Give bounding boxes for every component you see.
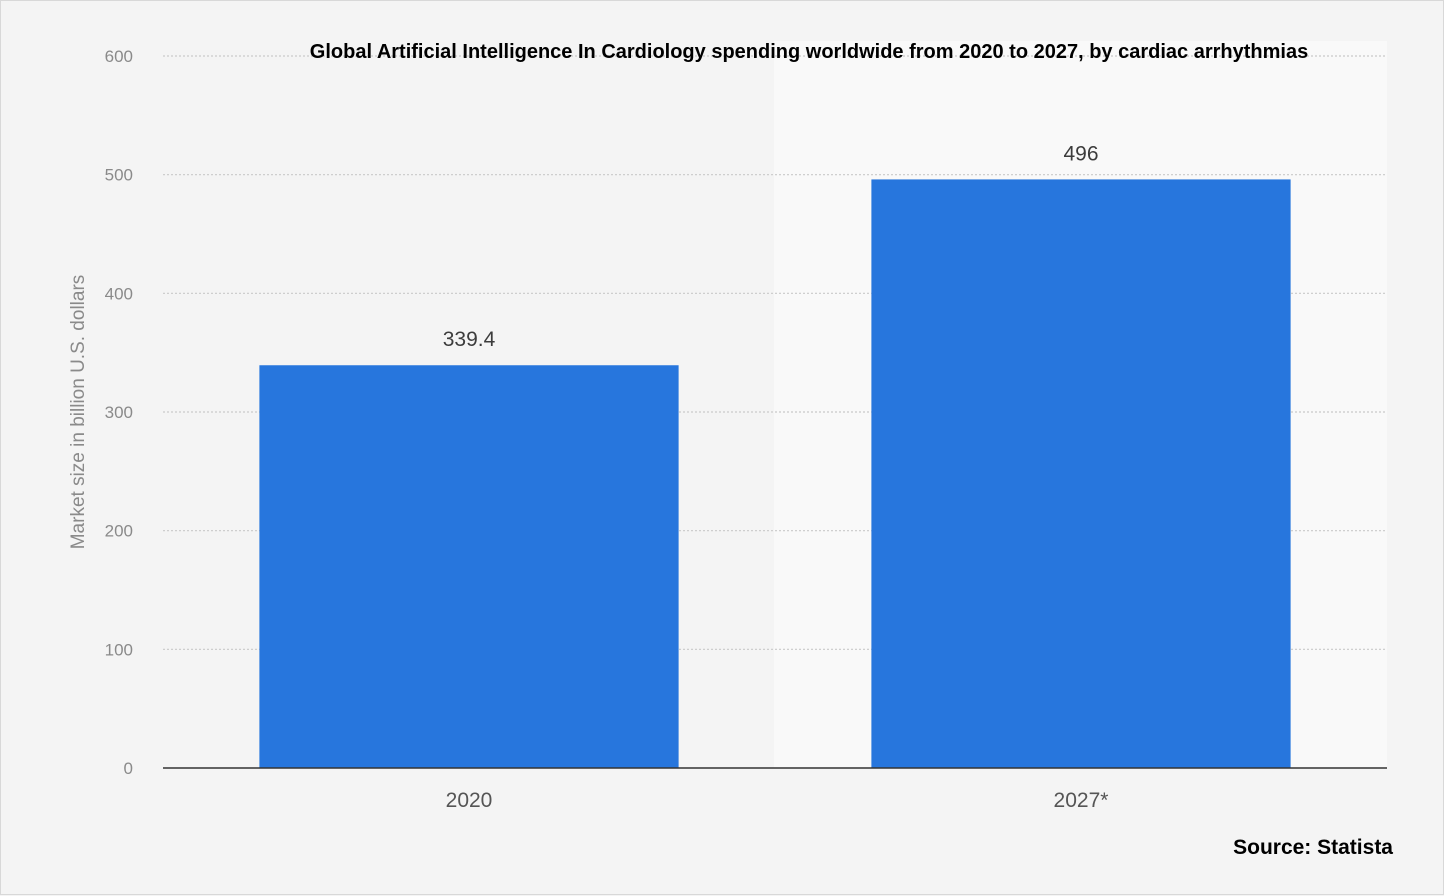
y-tick-label: 100 <box>105 640 133 659</box>
data-label: 496 <box>1063 142 1098 165</box>
y-tick-label: 500 <box>105 166 133 185</box>
source-label: Source: Statista <box>1233 836 1393 859</box>
y-axis-ticks: 0 100 200 300 400 500 600 <box>105 47 133 778</box>
y-tick-label: 0 <box>124 759 133 778</box>
data-labels: 339.4 496 <box>443 142 1099 351</box>
x-axis-labels: 2020 2027* <box>446 789 1109 812</box>
x-tick-label: 2020 <box>446 789 493 812</box>
bars <box>259 179 1291 768</box>
bar-2020 <box>259 365 679 768</box>
y-tick-label: 600 <box>105 47 133 66</box>
data-label: 339.4 <box>443 328 496 351</box>
chart-title: Global Artificial Intelligence In Cardio… <box>310 41 1308 63</box>
bar-2027 <box>871 179 1291 768</box>
y-axis-label: Market size in billion U.S. dollars <box>68 275 89 550</box>
y-tick-label: 300 <box>105 403 133 422</box>
x-tick-label: 2027* <box>1054 789 1109 812</box>
y-tick-label: 200 <box>105 522 133 541</box>
y-tick-label: 400 <box>105 284 133 303</box>
